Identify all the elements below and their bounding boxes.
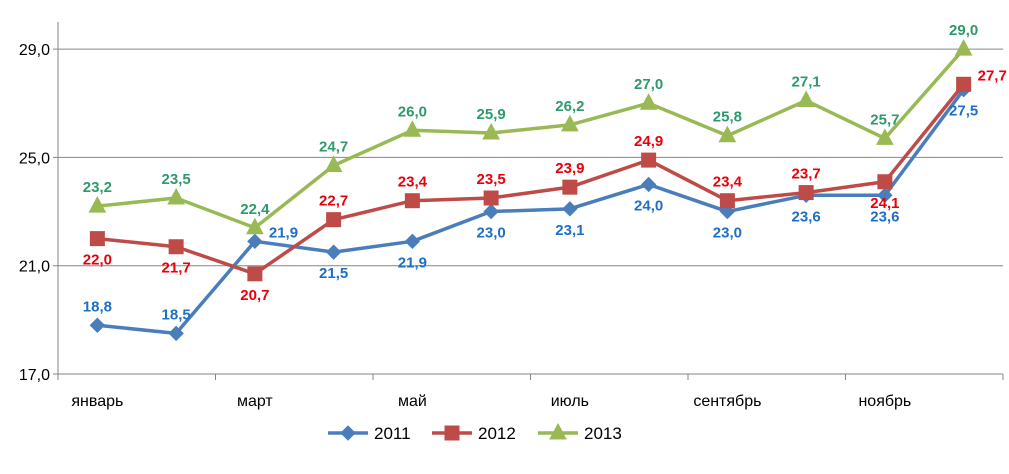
data-label-2012: 23,7 <box>792 166 821 183</box>
data-point-2011 <box>89 317 106 333</box>
data-label-2011: 23,0 <box>477 225 506 242</box>
data-label-2012: 22,0 <box>83 252 112 269</box>
data-label-2011: 21,9 <box>269 224 298 241</box>
data-label-2013: 26,2 <box>555 98 584 115</box>
data-point-2013 <box>797 90 815 108</box>
data-label-2011: 21,5 <box>319 265 348 282</box>
data-label-2013: 25,8 <box>713 109 742 126</box>
data-label-2013: 25,9 <box>477 106 506 123</box>
y-tick-label: 29,0 <box>19 42 50 59</box>
data-label-2013: 29,0 <box>949 22 978 39</box>
data-label-2011: 27,5 <box>949 103 978 120</box>
gridlines <box>58 48 1003 267</box>
y-tick-label: 17,0 <box>19 367 50 384</box>
data-label-2013: 27,0 <box>634 76 663 93</box>
x-tick-label: март <box>237 393 273 410</box>
data-point-2013 <box>718 125 737 143</box>
data-point-2012 <box>168 239 184 255</box>
data-point-2012 <box>877 174 893 190</box>
data-point-2013 <box>876 128 894 145</box>
data-point-2013 <box>403 120 422 137</box>
legend: 2011 2012 2013 <box>328 422 622 443</box>
legend-marker <box>549 422 567 440</box>
data-label-2012: 24,1 <box>870 195 899 212</box>
data-labels: 18,8 18,5 21,9 21,5 21,9 23,0 23,1 24,0 23,0 23,6… <box>83 22 1007 323</box>
y-tick-label: 25,0 <box>19 150 50 167</box>
data-label-2011: 23,6 <box>792 208 821 225</box>
legend-label: 2011 <box>374 424 411 443</box>
data-label-2012: 23,5 <box>477 171 506 188</box>
data-label-2013: 27,1 <box>792 74 821 91</box>
legend-marker <box>444 425 460 441</box>
data-point-2011 <box>168 325 184 342</box>
legend-label: 2012 <box>478 424 516 443</box>
data-label-2011: 24,0 <box>634 197 663 214</box>
data-label-2012: 23,9 <box>555 160 584 177</box>
legend-label: 2013 <box>584 424 622 443</box>
data-label-2011: 21,9 <box>398 254 427 271</box>
data-label-2011: 18,5 <box>162 306 191 323</box>
data-label-2012: 23,4 <box>713 174 743 191</box>
data-point-2013 <box>88 196 107 213</box>
legend-marker <box>340 425 356 441</box>
data-point-2012 <box>798 185 814 201</box>
data-label-2013: 25,7 <box>870 111 899 128</box>
data-label-2012: 20,7 <box>240 287 269 304</box>
data-point-2013 <box>324 155 343 173</box>
data-point-2012 <box>562 179 578 195</box>
series-line-2013 <box>97 47 965 230</box>
data-label-2013: 26,0 <box>398 103 427 120</box>
data-point-2013 <box>167 187 185 205</box>
data-label-2011: 23,0 <box>713 225 742 242</box>
data-point-2011 <box>877 187 893 203</box>
data-point-2013 <box>246 217 264 235</box>
data-point-2011 <box>483 203 499 220</box>
data-point-2012 <box>404 193 420 209</box>
data-point-2012 <box>956 76 972 92</box>
data-point-2013 <box>561 114 579 132</box>
data-label-2011: 23,1 <box>555 222 584 239</box>
data-point-2013 <box>639 93 658 110</box>
data-point-2013 <box>954 39 973 56</box>
x-tick-label: сентябрь <box>693 393 761 410</box>
data-point-2011 <box>247 233 263 250</box>
axes: 17,0 21,0 25,0 29,0 январь март май июль сентябр… <box>19 22 1004 410</box>
data-point-2012 <box>641 152 657 168</box>
series-line-2012 <box>97 83 965 276</box>
data-label-2013: 23,2 <box>83 179 112 196</box>
data-label-2011: 23,6 <box>870 208 899 225</box>
data-point-2012 <box>326 212 342 228</box>
data-point-2011 <box>562 201 578 217</box>
data-point-2012 <box>483 190 499 206</box>
data-point-2011 <box>404 233 421 250</box>
data-label-2012: 22,7 <box>319 193 348 210</box>
data-label-2012: 27,7 <box>978 67 1007 84</box>
y-tick-label: 21,0 <box>19 259 50 276</box>
data-point-2012 <box>247 266 263 282</box>
data-point-2013 <box>482 122 500 140</box>
x-tick-label: ноябрь <box>858 393 911 410</box>
data-point-2012 <box>719 193 735 209</box>
x-tick-label: июль <box>551 393 589 410</box>
data-point-2011 <box>325 244 342 260</box>
data-label-2013: 22,4 <box>240 201 270 218</box>
data-label-2013: 24,7 <box>319 139 348 156</box>
x-tick-label: январь <box>71 393 123 410</box>
data-label-2013: 23,5 <box>162 171 191 188</box>
data-label-2011: 18,8 <box>83 298 112 315</box>
data-label-2012: 23,4 <box>398 174 428 191</box>
x-tick-label: май <box>398 393 427 410</box>
series-line-2011 <box>97 88 966 336</box>
series-lines <box>88 39 973 342</box>
data-point-2011 <box>640 176 657 193</box>
data-label-2012: 24,9 <box>634 133 663 150</box>
data-label-2012: 21,7 <box>162 260 191 277</box>
data-point-2012 <box>89 231 105 247</box>
